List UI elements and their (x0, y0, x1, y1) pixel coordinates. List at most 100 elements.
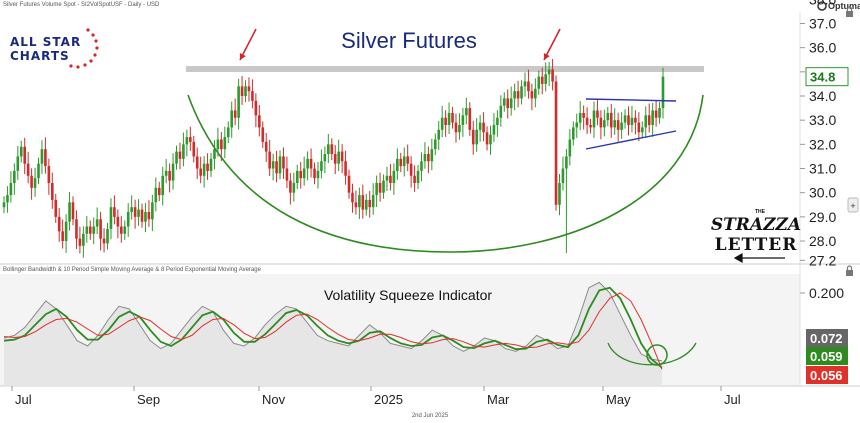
candle-body (599, 117, 603, 128)
candle-body (306, 158, 309, 169)
candle-body (640, 127, 644, 133)
candle-body (140, 209, 144, 222)
candle (237, 78, 240, 130)
candle (271, 153, 275, 181)
candle (616, 112, 620, 142)
candle (289, 173, 292, 205)
footer-date: 2nd Jun 2025 (412, 413, 449, 419)
candle (413, 165, 416, 192)
candle (282, 147, 285, 179)
candle (251, 79, 254, 109)
candle-body (427, 154, 430, 162)
candle (278, 150, 282, 180)
candle (320, 149, 323, 179)
x-tick-label: Sep (137, 392, 160, 407)
candle (85, 216, 89, 243)
candle (354, 190, 358, 215)
candle (451, 106, 454, 129)
candle (47, 158, 51, 195)
candle (244, 80, 247, 103)
candle-body (378, 183, 382, 193)
candle (496, 110, 499, 137)
zoom-icon[interactable]: + (847, 197, 859, 213)
candle (444, 110, 447, 137)
candle (371, 183, 375, 215)
candle (130, 195, 133, 220)
candle-body (264, 141, 268, 152)
candle-body (558, 183, 561, 205)
candle-body (482, 122, 485, 133)
candle-body (344, 161, 347, 176)
candle-body (51, 183, 54, 200)
candle (171, 153, 175, 190)
candle (402, 147, 406, 177)
candle-body (61, 231, 64, 242)
lock-icon[interactable] (846, 6, 853, 17)
candle-body (154, 187, 158, 203)
arrow-left-peak (239, 28, 257, 61)
candle (347, 169, 351, 199)
candle-body (468, 108, 472, 130)
series-line-0 (3, 281, 663, 362)
candle-body (565, 156, 568, 169)
candle-body (606, 112, 610, 121)
squeeze-arc (607, 342, 697, 366)
candle (430, 138, 434, 171)
candle-body (551, 69, 554, 82)
candle (299, 161, 303, 189)
candle (468, 102, 472, 136)
bandwidth-area (4, 282, 662, 386)
candle (637, 112, 641, 142)
candle (99, 211, 102, 251)
candle (475, 117, 478, 152)
candle-body (634, 117, 637, 123)
candle-body (396, 158, 399, 171)
candle-body (509, 98, 513, 109)
candle (589, 118, 592, 134)
candle (33, 167, 37, 197)
candle-body (471, 129, 475, 145)
candle (240, 75, 244, 105)
candle (558, 174, 561, 216)
allstar-logo-line2: CHARTS (10, 49, 70, 63)
candle (44, 137, 47, 174)
candle (547, 61, 551, 87)
x-tick-label: Mar (487, 392, 510, 407)
candle-body (406, 156, 409, 164)
candle (378, 172, 382, 202)
candle (154, 177, 158, 212)
candle (578, 101, 582, 131)
candle-body (654, 110, 658, 118)
candle (57, 207, 61, 242)
candle (26, 151, 30, 184)
candle (268, 139, 271, 177)
candle-body (233, 110, 237, 118)
y-tick-label: 30.0 (809, 185, 836, 201)
candle (658, 102, 661, 124)
candle-body (364, 199, 368, 210)
y-tick-label: 37.0 (809, 15, 836, 31)
candle (161, 166, 165, 206)
candle-body (568, 139, 572, 157)
candle-body (513, 91, 516, 99)
strazza-logo-line2: LETTER (715, 235, 798, 255)
candle-body (502, 98, 506, 106)
candle-body (9, 183, 13, 196)
candle-body (578, 112, 582, 123)
candle-body (375, 183, 378, 196)
candle (144, 203, 147, 233)
candle-body (175, 151, 178, 164)
candle (527, 69, 530, 99)
candle-body (492, 125, 496, 135)
candle (337, 139, 340, 172)
candle (264, 132, 268, 162)
candle-body (523, 81, 527, 87)
lock-icon[interactable] (846, 265, 853, 276)
candle-body (437, 129, 441, 140)
candle-body (164, 170, 168, 176)
candle-body (278, 156, 282, 174)
candle-body (358, 195, 361, 208)
candle-body (496, 117, 499, 126)
x-tick-label: Jul (15, 392, 32, 407)
candle-body (382, 180, 385, 193)
